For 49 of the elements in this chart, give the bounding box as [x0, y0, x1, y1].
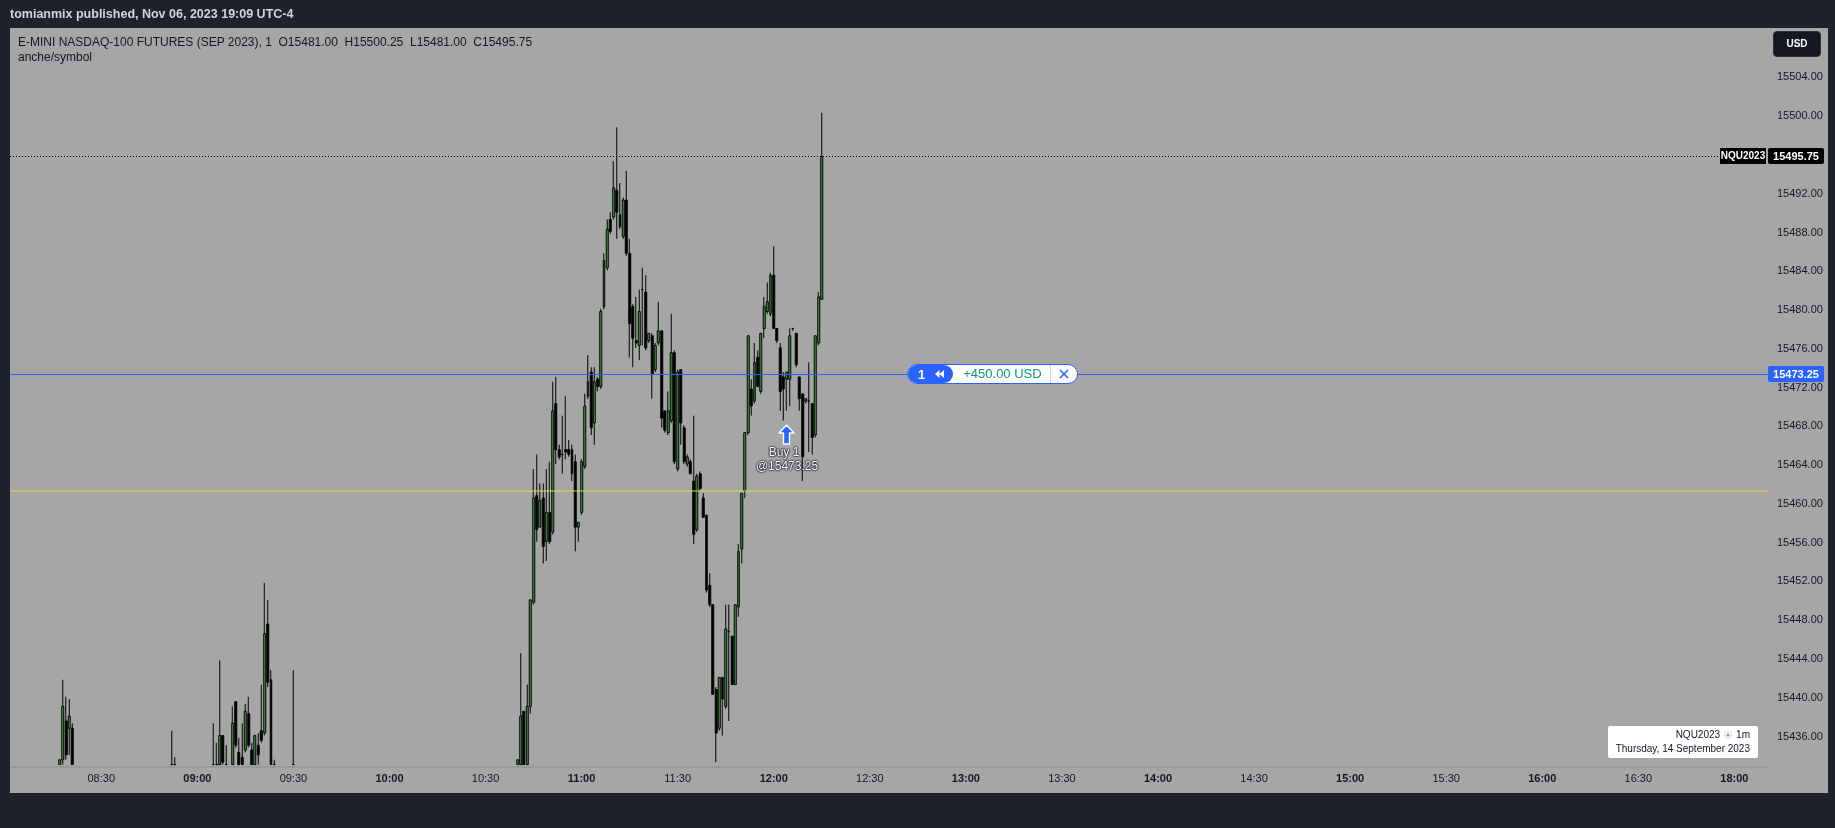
text: tomianmix published, Nov 06, 2023 19:09 UTC-4 — [10, 7, 294, 21]
x-tick-label: 16:30 — [1624, 771, 1653, 784]
x-tick-label: 12:00 — [759, 771, 788, 784]
y-tick-label: 15504.00 — [1777, 70, 1823, 83]
y-tick-label: 15484.00 — [1777, 264, 1823, 277]
y-tick-label: 15444.00 — [1777, 651, 1823, 664]
x-tick-label: 15:30 — [1432, 771, 1460, 784]
x-tick-label: 09:00 — [183, 771, 212, 784]
annotation: 1 — [918, 366, 926, 382]
x-tick-label: 14:30 — [1240, 771, 1268, 784]
x-tick-label: 11:30 — [664, 771, 692, 784]
x-tick-label: 08:30 — [87, 771, 116, 784]
annotation: Buy 1 — [768, 445, 800, 459]
text: anche/symbol — [18, 50, 93, 64]
ref-line-label: +450.00 USD — [953, 365, 1051, 384]
currency-button: USD — [1773, 31, 1821, 57]
annotation: NQU2023 — [1675, 729, 1721, 740]
y-tick-label: 15492.00 — [1777, 186, 1823, 199]
y-tick-label: 15448.00 — [1777, 613, 1823, 626]
y-tick-label: 15480.00 — [1777, 303, 1823, 316]
y-tick-label: 15476.00 — [1777, 341, 1823, 354]
x-tick-label: 15:00 — [1336, 771, 1365, 784]
x-tick-label: 16:00 — [1528, 771, 1557, 784]
y-tick-label: 15436.00 — [1777, 729, 1823, 742]
x-tick-label: 10:00 — [375, 771, 404, 784]
y-tick-label: 15500.00 — [1777, 109, 1823, 122]
x-tick-label: 13:30 — [1048, 771, 1076, 784]
x-tick-label: 10:30 — [471, 771, 500, 784]
y-tick-label: 15456.00 — [1777, 535, 1823, 548]
annotation: 1m — [1736, 729, 1750, 740]
x-tick-label: 18:00 — [1720, 771, 1749, 784]
y-tick-label: 15460.00 — [1777, 496, 1823, 509]
y-tick-label: 15440.00 — [1777, 690, 1823, 703]
x-tick-label: 13:00 — [951, 771, 980, 784]
x-tick-label: 12:30 — [856, 771, 884, 784]
y-tick-label: 15464.00 — [1777, 458, 1823, 471]
x-tick-label: 11:00 — [567, 771, 596, 784]
annotation: Thursday, 14 September 2023 — [1615, 743, 1750, 754]
price-tag: 15495.75 — [1768, 148, 1824, 165]
y-tick-label: 15488.00 — [1777, 225, 1823, 238]
y-tick-label: 15452.00 — [1777, 574, 1823, 587]
info-box: NQU2023 1m Thursday, 14 September 2023 — [1608, 726, 1758, 758]
x-tick-label: 14:00 — [1143, 771, 1173, 784]
x-tick-label: 09:30 — [279, 771, 308, 784]
text: E-MINI NASDAQ-100 FUTURES (SEP 2023), 1 O15481.00 H15500.25 L15481.00 C15495.75 — [18, 35, 533, 49]
y-tick-label: 15472.00 — [1777, 380, 1823, 393]
price-tag: 15473.25 — [1768, 366, 1824, 383]
symbol-tag: NQU2023 — [1720, 148, 1766, 165]
y-tick-label: 15468.00 — [1777, 419, 1823, 432]
